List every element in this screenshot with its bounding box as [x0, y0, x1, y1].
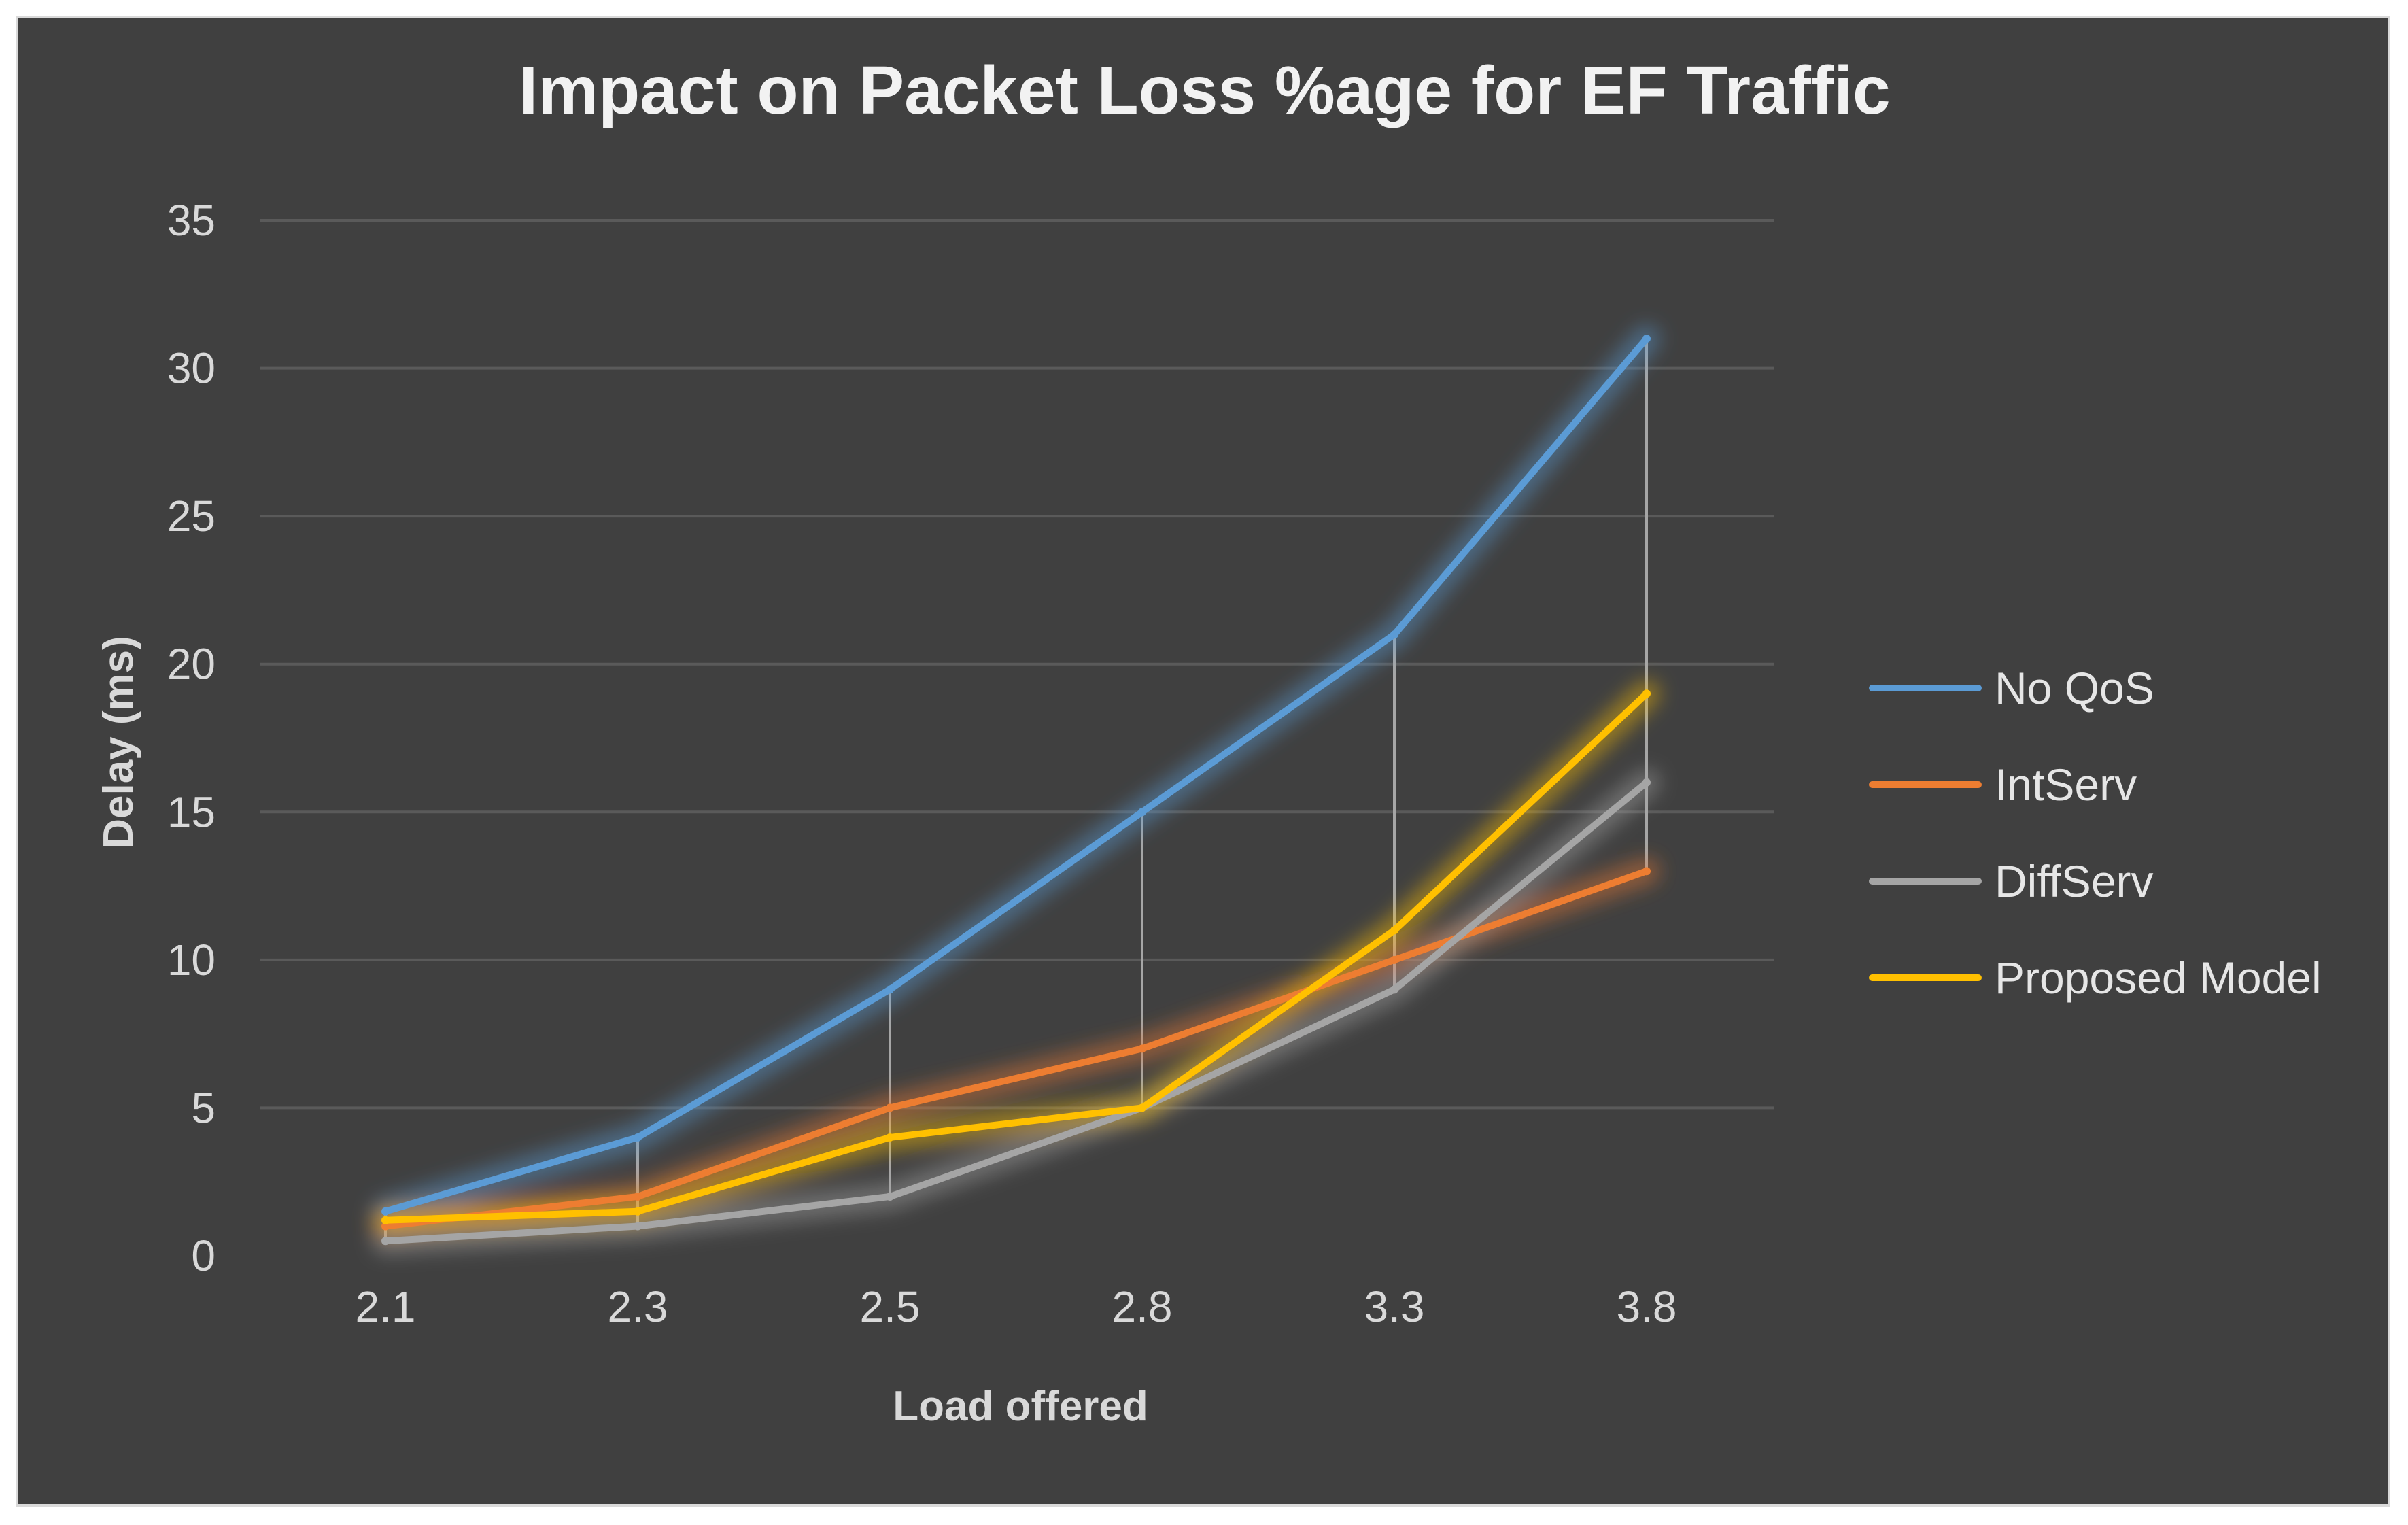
- x-axis-ticks: 2.1 2.3 2.5 2.8 3.3 3.8: [356, 1282, 1677, 1331]
- chart-title: Impact on Packet Loss %age for EF Traffi…: [519, 52, 1890, 128]
- y-axis-ticks: 0 5 10 15 20 25 30 35: [167, 196, 216, 1280]
- y-tick-label: 20: [167, 640, 216, 689]
- legend-label: Proposed Model: [1995, 953, 2322, 1003]
- data-point-intserv: [886, 1103, 894, 1112]
- series-glow: [372, 325, 1660, 1255]
- data-point-diffserv: [886, 1192, 894, 1201]
- y-tick-label: 5: [191, 1083, 216, 1132]
- data-point-diffserv: [381, 1237, 390, 1246]
- data-point-no-qos: [381, 1207, 390, 1216]
- drop-lines: [384, 339, 1648, 1241]
- x-tick-label: 2.8: [1112, 1282, 1173, 1331]
- y-tick-label: 30: [167, 344, 216, 393]
- data-point-intserv: [1138, 1044, 1146, 1053]
- y-tick-label: 0: [191, 1231, 216, 1280]
- legend-label: IntServ: [1995, 759, 2137, 810]
- data-point-no-qos: [1138, 808, 1146, 817]
- data-point-intserv: [1642, 867, 1651, 876]
- series-line-diffserv: [382, 778, 1650, 1245]
- legend-item-diffserv: DiffServ: [1869, 856, 2154, 906]
- data-point-proposed-model: [634, 1207, 642, 1216]
- series-glow-diffserv: [372, 768, 1660, 1255]
- series-line-proposed-model: [382, 690, 1650, 1224]
- data-point-diffserv: [1642, 778, 1651, 787]
- series-line-no-qos: [382, 335, 1650, 1215]
- legend-item-proposed-model: Proposed Model: [1869, 953, 2322, 1003]
- data-point-proposed-model: [381, 1216, 390, 1224]
- y-tick-label: 35: [167, 196, 216, 245]
- legend-label: No QoS: [1995, 663, 2154, 713]
- gridlines: [260, 219, 1774, 1110]
- data-point-proposed-model: [1642, 689, 1651, 698]
- data-point-proposed-model: [1138, 1103, 1146, 1112]
- data-point-intserv: [634, 1192, 642, 1201]
- data-point-no-qos: [634, 1133, 642, 1142]
- x-tick-label: 3.3: [1364, 1282, 1425, 1331]
- x-tick-label: 3.8: [1617, 1282, 1677, 1331]
- y-tick-label: 25: [167, 492, 216, 541]
- x-tick-label: 2.3: [608, 1282, 668, 1331]
- y-tick-label: 15: [167, 787, 216, 836]
- series-line-intserv: [382, 868, 1650, 1230]
- data-point-no-qos: [1390, 630, 1398, 639]
- chart-frame: Impact on Packet Loss %age for EF Traffi…: [16, 16, 2390, 1507]
- y-tick-label: 10: [167, 936, 216, 984]
- legend-label: DiffServ: [1995, 856, 2154, 906]
- data-point-proposed-model: [1390, 926, 1398, 935]
- data-point-proposed-model: [886, 1133, 894, 1142]
- x-tick-label: 2.1: [356, 1282, 416, 1331]
- legend: No QoS IntServ DiffServ Proposed Model: [1869, 663, 2322, 1003]
- data-point-diffserv: [634, 1222, 642, 1231]
- line-chart: Impact on Packet Loss %age for EF Traffi…: [95, 52, 2322, 1430]
- legend-item-intserv: IntServ: [1869, 759, 2137, 810]
- legend-item-no-qos: No QoS: [1869, 663, 2154, 713]
- data-point-intserv: [1390, 955, 1398, 964]
- x-tick-label: 2.5: [860, 1282, 921, 1331]
- x-axis-title: Load offered: [893, 1383, 1148, 1430]
- data-point-no-qos: [886, 985, 894, 994]
- series-lines: [381, 335, 1651, 1246]
- data-point-intserv: [381, 1222, 390, 1231]
- data-point-diffserv: [1390, 985, 1398, 994]
- data-point-no-qos: [1642, 335, 1651, 343]
- y-axis-title: Delay (ms): [95, 636, 142, 849]
